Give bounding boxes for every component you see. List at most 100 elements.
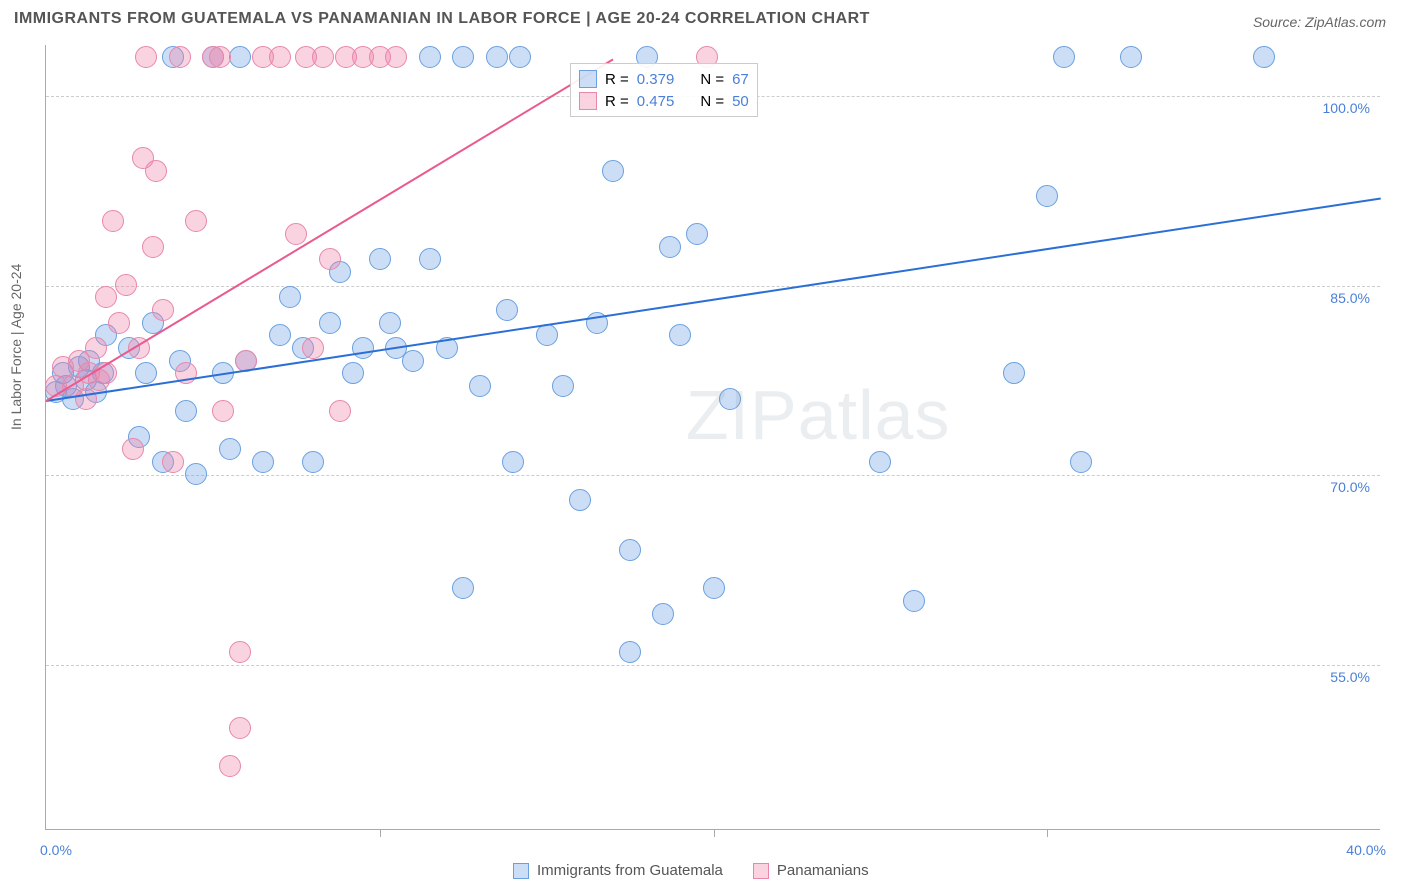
data-point (135, 46, 157, 68)
trend-line (46, 197, 1381, 402)
y-axis-label: In Labor Force | Age 20-24 (8, 264, 24, 430)
data-point (329, 400, 351, 422)
data-point (569, 489, 591, 511)
source-label: Source: ZipAtlas.com (1253, 14, 1386, 30)
data-point (342, 362, 364, 384)
data-point (229, 46, 251, 68)
data-point (379, 312, 401, 334)
data-point (1253, 46, 1275, 68)
n-label: N = (700, 71, 724, 88)
data-point (659, 236, 681, 258)
data-point (385, 46, 407, 68)
data-point (1120, 46, 1142, 68)
x-tick-label-max: 40.0% (1346, 842, 1386, 858)
data-point (175, 400, 197, 422)
n-value: 50 (732, 93, 749, 110)
data-point (319, 248, 341, 270)
data-point (469, 375, 491, 397)
data-point (85, 337, 107, 359)
data-point (536, 324, 558, 346)
legend-swatch (579, 92, 597, 110)
data-point (486, 46, 508, 68)
legend-swatch (753, 863, 769, 879)
data-point (142, 236, 164, 258)
data-point (419, 248, 441, 270)
data-point (719, 388, 741, 410)
data-point (102, 210, 124, 232)
data-point (1036, 185, 1058, 207)
gridline (46, 665, 1380, 666)
data-point (162, 451, 184, 473)
data-point (169, 46, 191, 68)
legend-row: R = 0.379 N = 67 (579, 68, 749, 90)
data-point (602, 160, 624, 182)
data-point (496, 299, 518, 321)
correlation-legend: R = 0.379 N = 67 R = 0.475 N = 50 (570, 63, 758, 117)
data-point (95, 286, 117, 308)
data-point (252, 451, 274, 473)
data-point (229, 641, 251, 663)
data-point (152, 299, 174, 321)
r-label: R = (605, 93, 629, 110)
x-tick-label-min: 0.0% (40, 842, 72, 858)
r-label: R = (605, 71, 629, 88)
data-point (312, 46, 334, 68)
gridline (46, 286, 1380, 287)
data-point (135, 362, 157, 384)
data-point (369, 248, 391, 270)
data-point (229, 717, 251, 739)
data-point (75, 388, 97, 410)
data-point (452, 577, 474, 599)
data-point (669, 324, 691, 346)
legend-row: R = 0.475 N = 50 (579, 90, 749, 112)
data-point (185, 463, 207, 485)
gridline (46, 475, 1380, 476)
data-point (619, 539, 641, 561)
data-point (108, 312, 130, 334)
data-point (686, 223, 708, 245)
trend-line (45, 58, 613, 402)
data-point (122, 438, 144, 460)
series-name: Immigrants from Guatemala (537, 862, 723, 879)
data-point (285, 223, 307, 245)
legend-item: Immigrants from Guatemala (513, 862, 723, 879)
data-point (509, 46, 531, 68)
data-point (419, 46, 441, 68)
data-point (869, 451, 891, 473)
series-name: Panamanians (777, 862, 869, 879)
data-point (903, 590, 925, 612)
y-tick-label: 70.0% (1330, 479, 1370, 495)
data-point (302, 337, 324, 359)
n-label: N = (700, 93, 724, 110)
y-tick-label: 55.0% (1330, 669, 1370, 685)
data-point (269, 324, 291, 346)
chart-title: IMMIGRANTS FROM GUATEMALA VS PANAMANIAN … (14, 10, 870, 28)
x-tick (1047, 829, 1048, 837)
data-point (1003, 362, 1025, 384)
data-point (302, 451, 324, 473)
data-point (219, 755, 241, 777)
x-tick (714, 829, 715, 837)
data-point (269, 46, 291, 68)
series-legend: Immigrants from Guatemala Panamanians (513, 862, 869, 879)
data-point (212, 400, 234, 422)
data-point (115, 274, 137, 296)
chart-plot-area: 55.0%70.0%85.0%100.0% (45, 45, 1380, 830)
data-point (185, 210, 207, 232)
n-value: 67 (732, 71, 749, 88)
data-point (209, 46, 231, 68)
r-value: 0.475 (637, 93, 675, 110)
legend-item: Panamanians (753, 862, 869, 879)
data-point (219, 438, 241, 460)
legend-swatch (579, 70, 597, 88)
legend-swatch (513, 863, 529, 879)
data-point (619, 641, 641, 663)
data-point (279, 286, 301, 308)
data-point (502, 451, 524, 473)
data-point (402, 350, 424, 372)
y-tick-label: 100.0% (1323, 100, 1370, 116)
data-point (652, 603, 674, 625)
data-point (319, 312, 341, 334)
data-point (352, 337, 374, 359)
r-value: 0.379 (637, 71, 675, 88)
